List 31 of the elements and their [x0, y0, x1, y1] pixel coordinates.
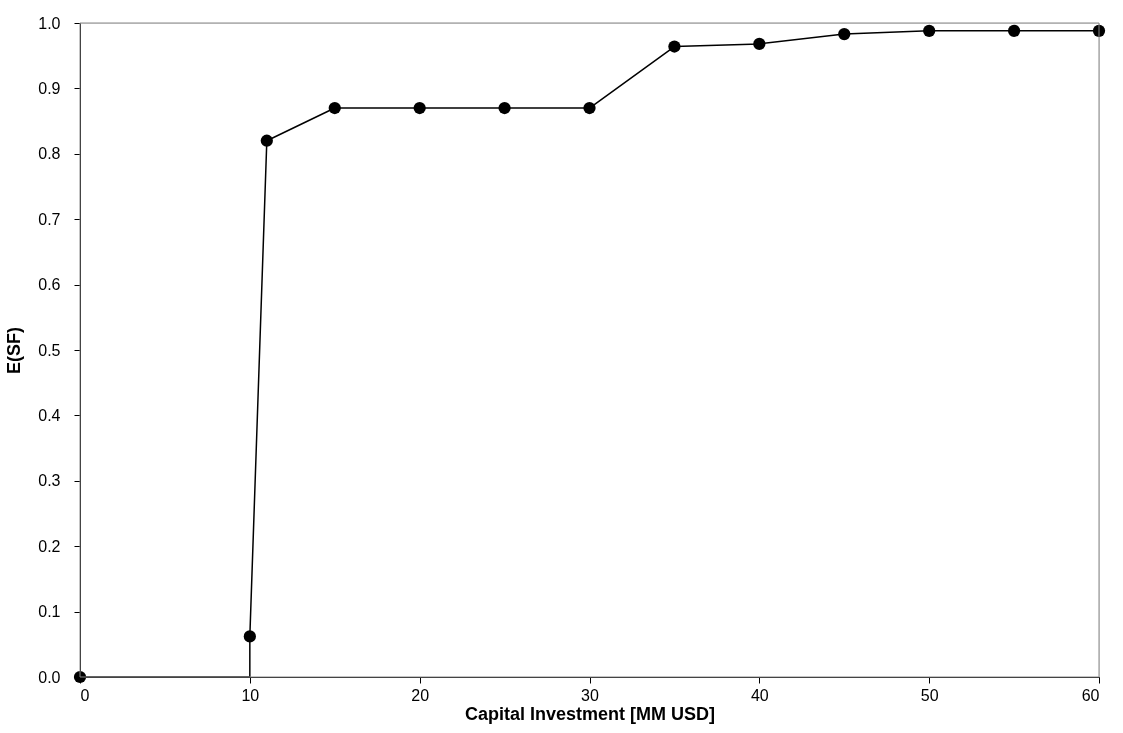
point	[498, 101, 511, 115]
point	[583, 101, 596, 115]
y-tick-label: 0.3	[38, 472, 61, 490]
point	[923, 24, 936, 37]
point	[328, 101, 341, 115]
x-axis-title: Capital Investment [MM USD]	[464, 703, 716, 724]
x-tick-label: 10	[241, 686, 260, 704]
point	[668, 40, 681, 53]
x-tick-label: 30	[581, 686, 599, 704]
point	[243, 630, 256, 643]
x-tick-label: 50	[920, 686, 939, 704]
x-tick-label: 40	[750, 686, 769, 704]
y-axis-title: E(SF)	[4, 327, 25, 374]
point	[260, 134, 273, 147]
y-tick-label: 0.2	[38, 537, 61, 555]
y-tick-label: 0.0	[38, 668, 61, 686]
point	[413, 101, 426, 115]
y-tick-label: 1.0	[38, 14, 61, 32]
point	[1007, 24, 1021, 37]
y-tick-label: 0.4	[38, 406, 61, 424]
x-tick-label: 0	[80, 686, 90, 704]
point	[838, 28, 851, 41]
point	[753, 37, 766, 51]
x-tick-label: 60	[1081, 686, 1100, 704]
y-tick-label: 0.7	[38, 210, 61, 228]
y-tick-label: 0.6	[38, 276, 61, 294]
y-tick-label: 0.5	[38, 341, 61, 359]
y-tick-label: 0.9	[38, 79, 61, 97]
y-tick-label: 0.8	[38, 145, 61, 163]
x-tick-label: 20	[411, 686, 430, 704]
y-tick-label: 0.1	[38, 603, 61, 621]
